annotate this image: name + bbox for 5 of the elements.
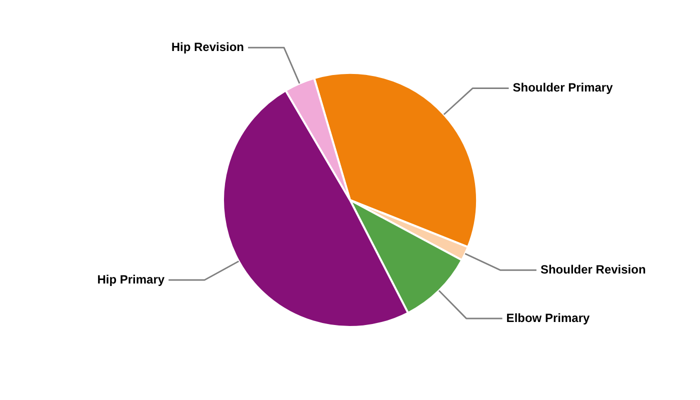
slice-label: Shoulder Revision xyxy=(540,262,646,276)
slice-label: Shoulder Primary xyxy=(512,80,614,95)
slice-label: Hip Revision xyxy=(171,40,244,54)
slice-label: Elbow Primary xyxy=(506,310,590,325)
slice-label: Hip Primary xyxy=(97,272,165,286)
